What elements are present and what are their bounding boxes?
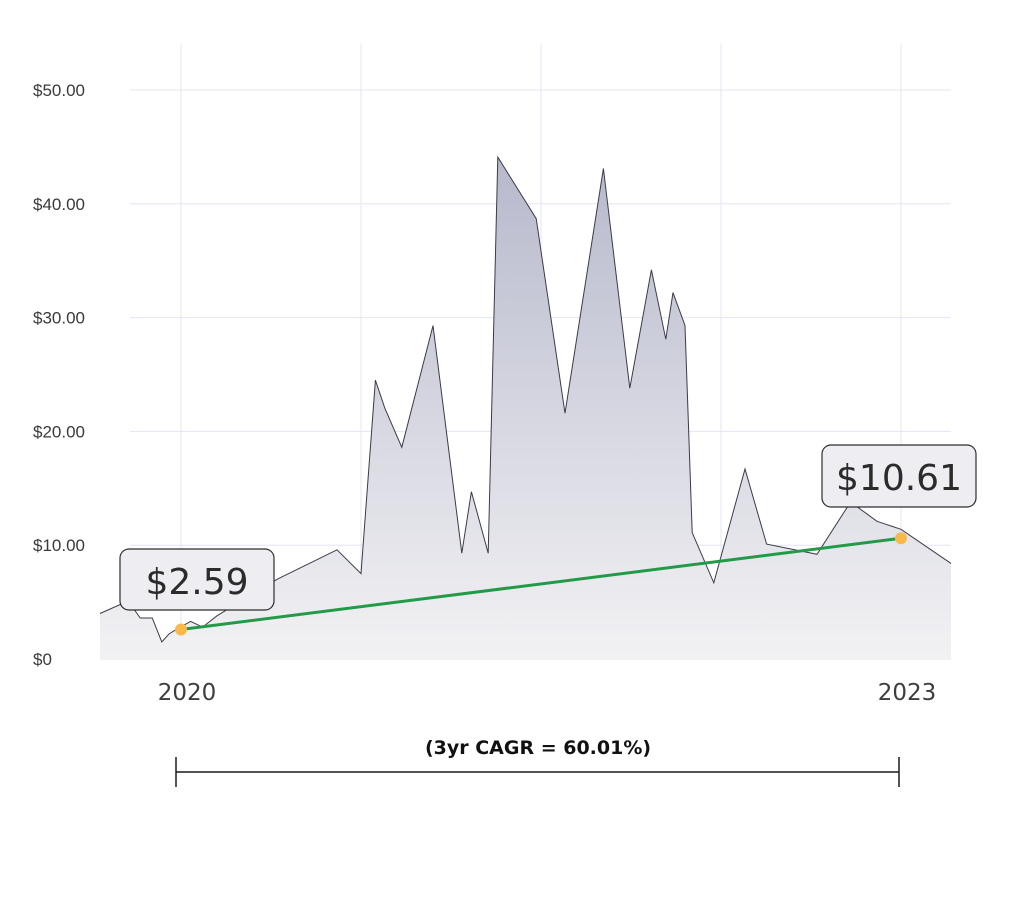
price-area-fill [100,157,951,659]
cagr-annotation: (3yr CAGR = 60.01%) [175,737,900,787]
start-price-label: $2.59 [145,562,248,603]
cagr-trend [175,532,907,636]
end-price-label: $10.61 [836,458,962,499]
y-tick-label: $40.00 [33,195,85,214]
y-tick-label: $30.00 [33,309,85,328]
end-marker [895,532,907,545]
x-tick-label: 2020 [158,680,217,706]
x-tick-label: 2023 [878,680,937,706]
y-tick-label: $0 [33,650,52,669]
y-tick-label: $50.00 [33,81,85,100]
trend-line [179,536,903,632]
y-tick-label: $10.00 [33,536,85,555]
y-tick-label: $20.00 [33,422,85,441]
price-callouts: $2.59 $10.61 [119,444,977,611]
x-axis: 2020 2023 [158,680,937,706]
cagr-label: (3yr CAGR = 60.01%) [425,737,651,759]
y-axis: $0 $10.00 $20.00 $30.00 $40.00 $50.00 [33,81,85,669]
end-price-callout [821,444,977,508]
start-price-callout [119,548,275,611]
start-marker [175,623,187,636]
